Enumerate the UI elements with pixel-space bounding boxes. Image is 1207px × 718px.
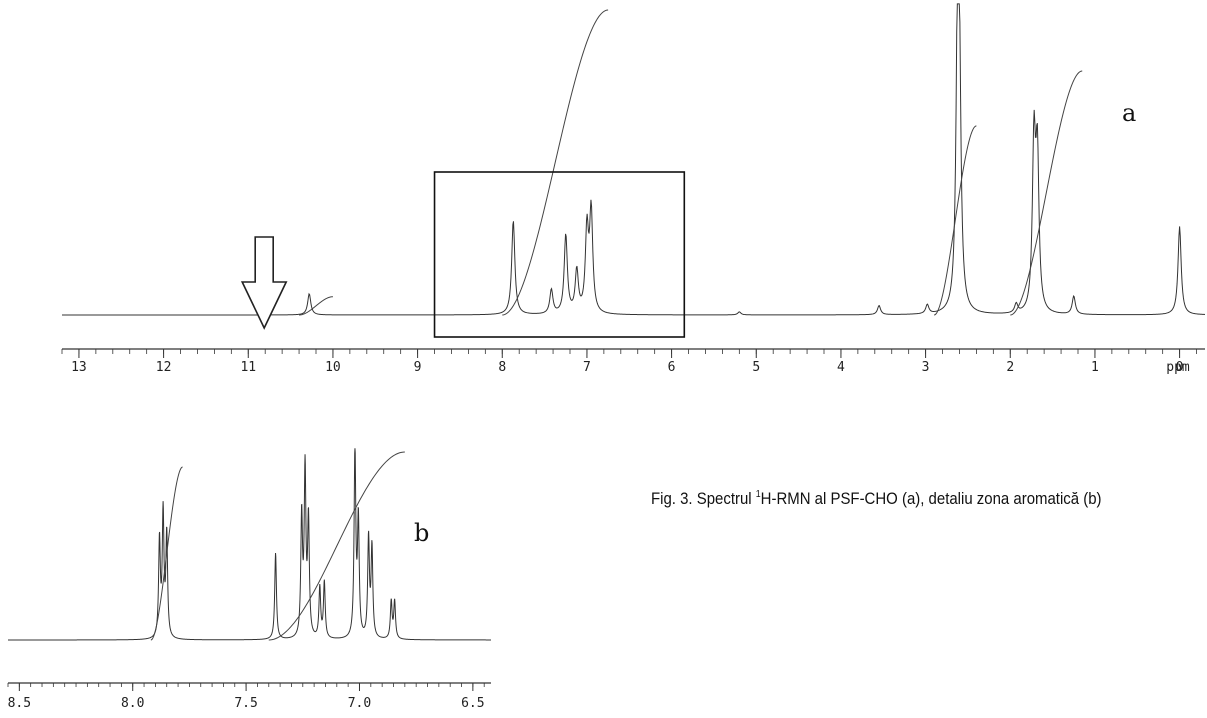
a-spectrum-trace bbox=[62, 3, 1206, 316]
caption-prefix: Fig. 3. Spectrul bbox=[651, 489, 756, 508]
a-tick-label: 9 bbox=[414, 360, 422, 375]
arrow-down-icon bbox=[240, 236, 288, 330]
b-integral-curve-1 bbox=[150, 466, 183, 641]
a-tick-label: 6 bbox=[668, 360, 676, 375]
caption-suffix: H-RMN al PSF-CHO (a), detaliu zona aroma… bbox=[760, 489, 1102, 508]
aromatic-zoom-box bbox=[433, 171, 686, 338]
a-tick-label: 12 bbox=[156, 360, 172, 375]
a-integral-curve-2 bbox=[502, 9, 609, 316]
b-tick-label: 7.5 bbox=[234, 696, 257, 711]
b-tick-label: 8.0 bbox=[121, 696, 144, 711]
b-spectrum-trace bbox=[8, 448, 491, 641]
a-tick-label: 8 bbox=[498, 360, 506, 375]
b-tick-label: 8.5 bbox=[8, 696, 31, 711]
a-tick-label: 2 bbox=[1006, 360, 1014, 375]
spectrum-b: 8.5 8.0 7.5 7.0 6.5 b bbox=[8, 236, 491, 711]
a-tick-label: 1 bbox=[1091, 360, 1099, 375]
figure-caption: Fig. 3. Spectrul 1H-RMN al PSF-CHO (a), … bbox=[651, 489, 1102, 509]
b-panel-label: b bbox=[414, 519, 429, 547]
a-panel-label: a bbox=[1122, 99, 1136, 127]
b-tick-label: 6.5 bbox=[461, 696, 484, 711]
a-tick-label: 10 bbox=[325, 360, 341, 375]
a-tick-label: 5 bbox=[752, 360, 760, 375]
a-tick-label: 11 bbox=[240, 360, 256, 375]
a-tick-label: 4 bbox=[837, 360, 845, 375]
a-tick-label: 0 bbox=[1176, 360, 1184, 375]
a-tick-label: 7 bbox=[583, 360, 591, 375]
a-tick-label: 13 bbox=[71, 360, 87, 375]
a-integral-curve-1 bbox=[299, 296, 333, 316]
a-integral-curve-4 bbox=[1010, 70, 1083, 316]
a-integral-curve-3 bbox=[933, 125, 977, 316]
b-integral-curve-2 bbox=[268, 451, 405, 641]
a-tick-label: 3 bbox=[922, 360, 930, 375]
b-tick-label: 7.0 bbox=[348, 696, 371, 711]
caption-superscript: 1 bbox=[755, 489, 761, 500]
a-x-axis-unit-label: ppm bbox=[1166, 360, 1190, 375]
